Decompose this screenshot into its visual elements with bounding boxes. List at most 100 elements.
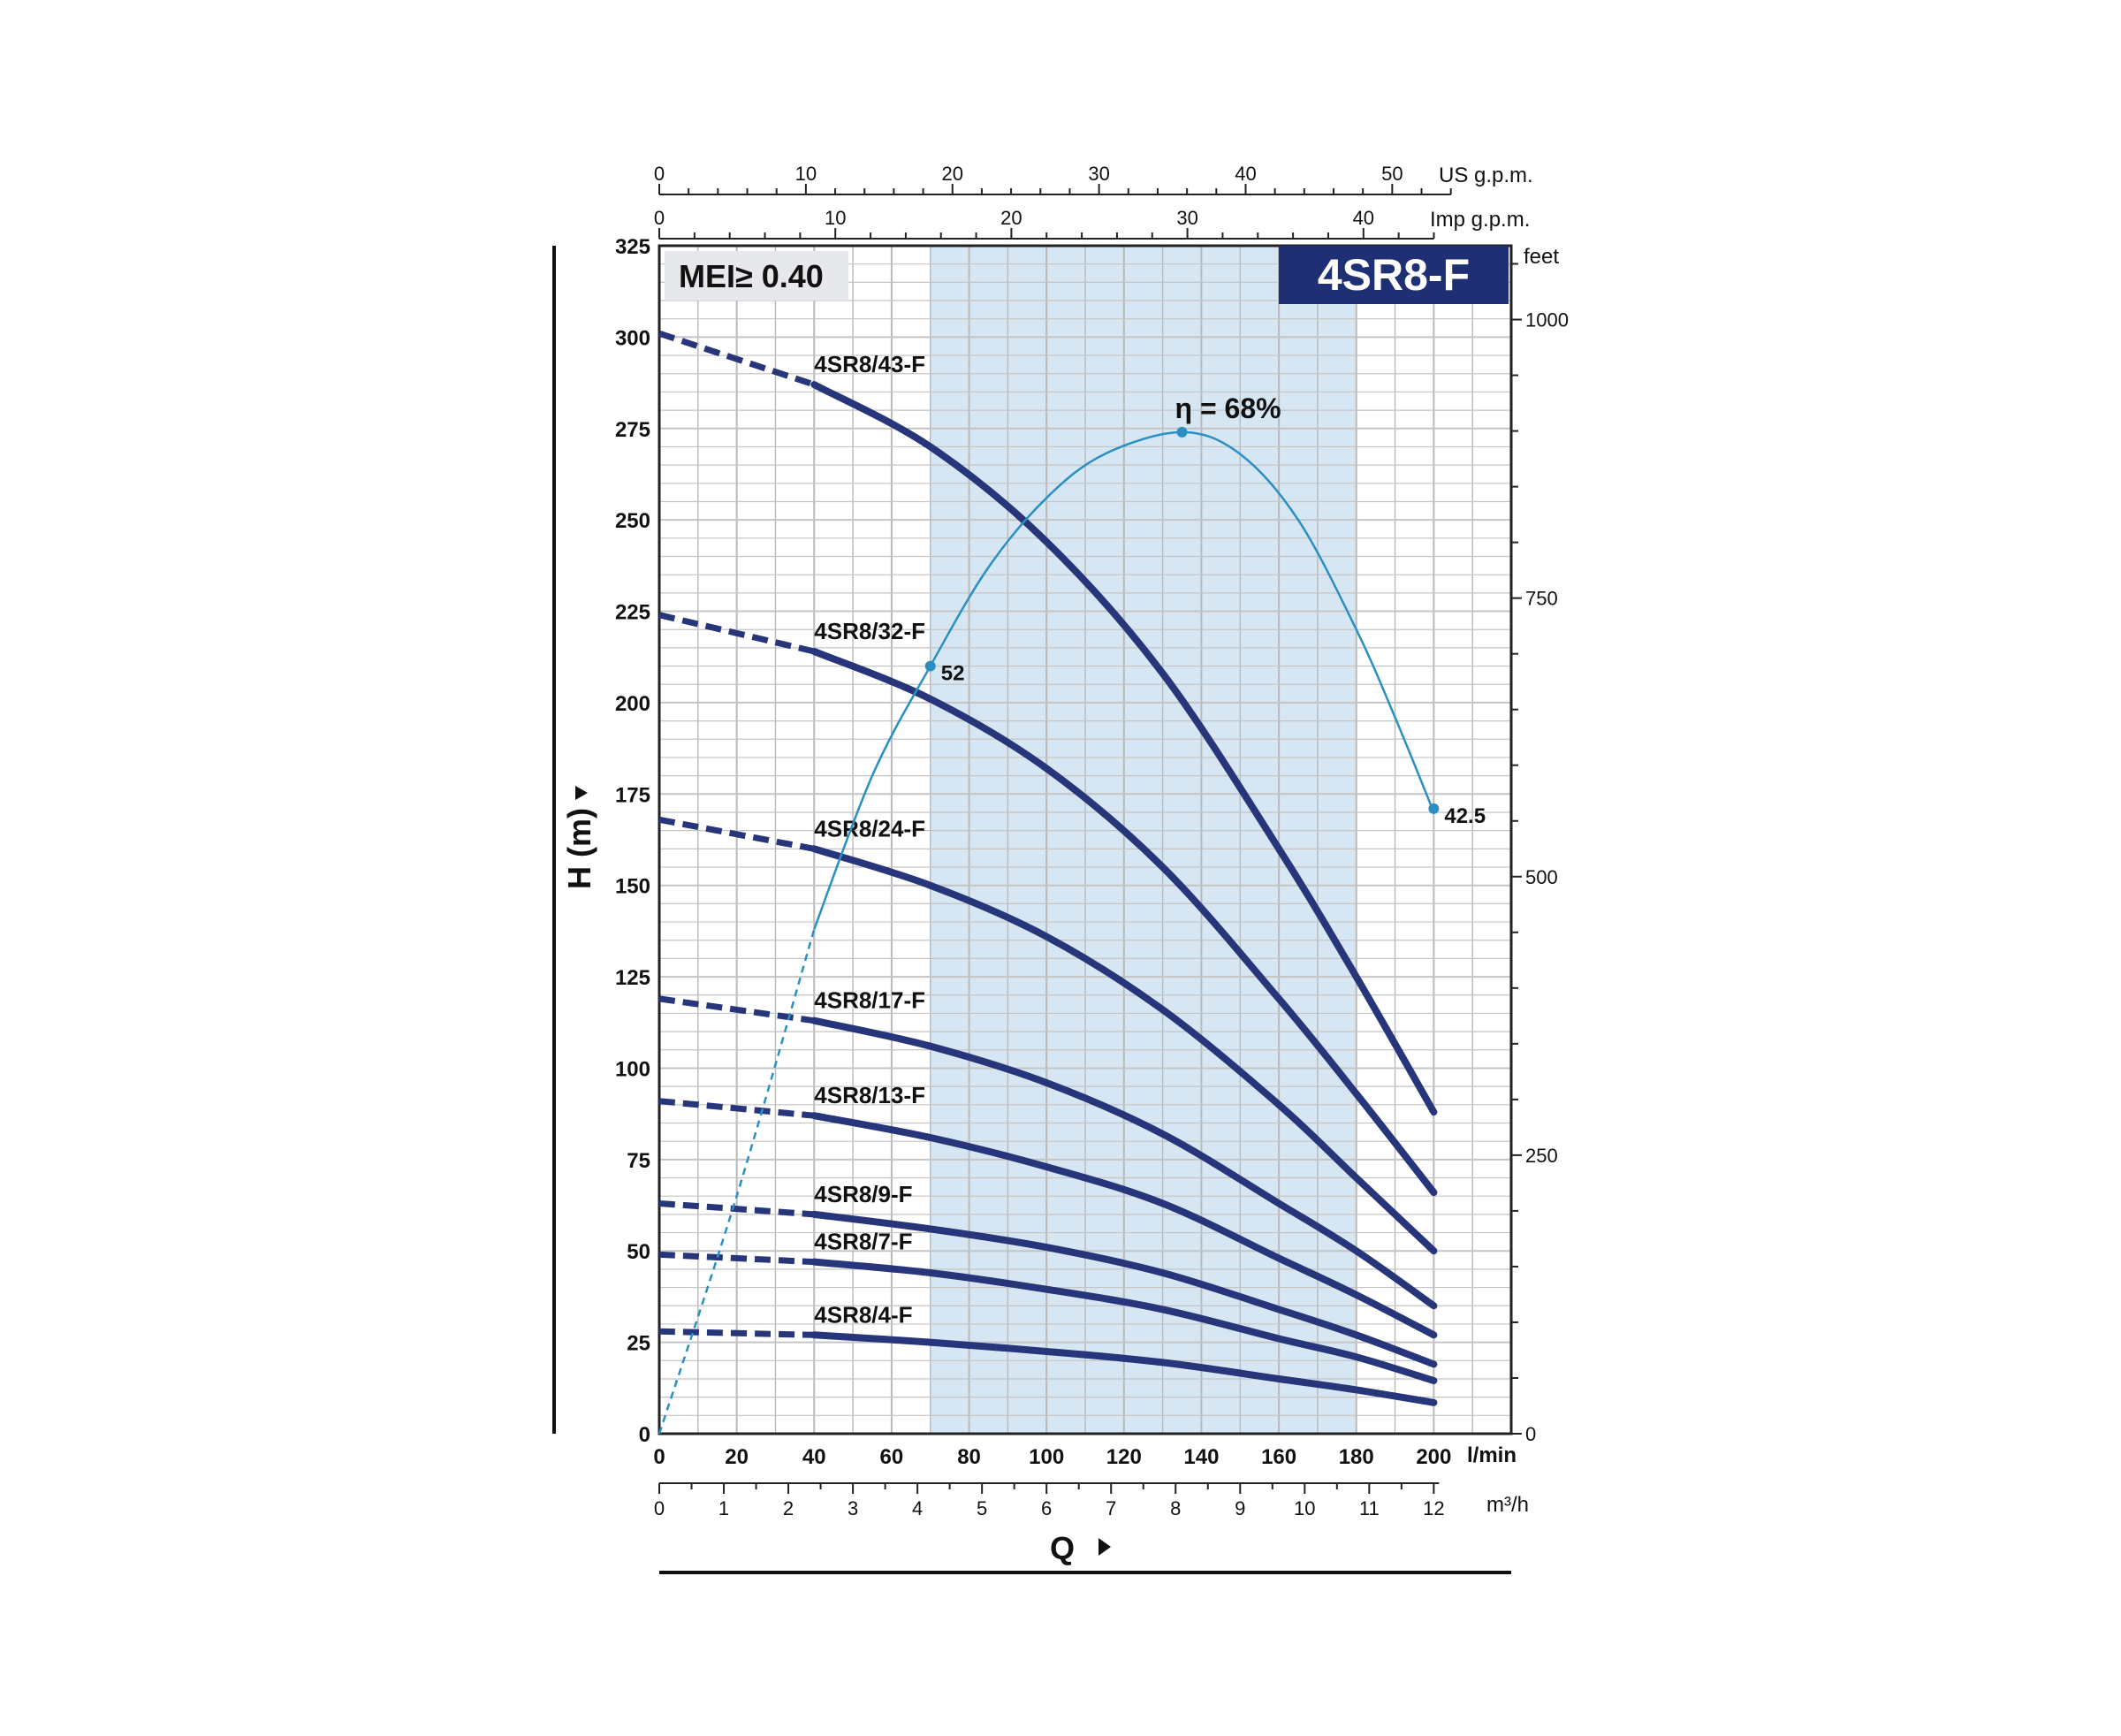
x-tick-label: 200 [1416,1445,1451,1469]
x-tick-label: 40 [802,1445,826,1469]
m3h-tick-label: 12 [1423,1497,1444,1519]
efficiency-point-2 [1428,803,1440,814]
efficiency-line-dashed [658,928,816,1435]
y-tick-label: 300 [615,326,650,350]
pump-curves: 4SR8/43-F 4SR8/32-F 4SR8/24-F 4SR8/17-F 4SR8… [658,330,1438,1406]
chart-title-box [1279,246,1509,304]
y-tick-label: 225 [615,601,650,625]
efficiency-point-0 [924,660,936,672]
series-line-dashed-4 [658,1098,815,1119]
imp-gpm-tick-label: 40 [1353,207,1374,229]
feet-unit-label: feet [1524,245,1559,269]
y-tick-label: 175 [615,783,650,807]
y-tick-label: 200 [615,692,650,716]
imp-gpm-tick-label: 30 [1176,207,1197,229]
efficiency-point-label-2: 42.5 [1444,804,1486,828]
top-us-gpm-axis: 0 10 20 30 40 50 [654,163,1452,195]
series-label-7: 4SR8/4-F [814,1301,912,1328]
bottom-m3h-axis: 0 1 2 3 4 5 6 7 8 9 10 11 12 [654,1482,1445,1519]
feet-tick-label: 0 [1525,1423,1536,1445]
m3h-tick-label: 10 [1294,1497,1315,1519]
feet-tick-label: 750 [1525,588,1558,610]
series-label-6: 4SR8/7-F [814,1229,912,1255]
us-gpm-tick-label: 50 [1381,163,1403,185]
feet-tick-label: 1000 [1525,309,1569,331]
y-tick-label: 125 [615,966,650,990]
series-label-1: 4SR8/32-F [814,618,925,644]
us-gpm-unit-label: US g.p.m. [1439,164,1533,187]
y-tick-label: 50 [627,1240,650,1264]
m3h-tick-label: 4 [912,1497,923,1519]
series-label-2: 4SR8/24-F [814,815,925,841]
feet-tick-label: 500 [1525,866,1558,888]
mei-badge: MEI≥ 0.40 [679,258,824,294]
imp-gpm-unit-label: Imp g.p.m. [1430,208,1530,232]
y-tick-label: 75 [627,1149,650,1173]
m3h-tick-label: 0 [654,1497,665,1519]
y-tick-label: 325 [615,235,650,259]
series-line-0 [810,381,1438,1116]
m3h-unit-label: m³/h [1486,1493,1529,1517]
chart-title: 4SR8-F [1318,250,1470,300]
series-line-1 [810,648,1438,1197]
us-gpm-tick-label: 30 [1088,163,1109,185]
mei-badge-box [665,251,848,301]
us-gpm-tick-label: 10 [795,163,817,185]
x-tick-label: 160 [1261,1445,1296,1469]
series-line-dashed-1 [658,612,816,655]
y-axis: 0 25 50 75 100 125 150 175 200 225 250 275 300 325 [615,235,650,1447]
x-tick-label: 120 [1106,1445,1142,1469]
series-label-0: 4SR8/43-F [814,351,925,377]
efficiency-curve: 52 42.5 η = 68% [658,392,1486,1435]
y-tick-label: 0 [639,1423,650,1447]
feet-tick-label: 250 [1525,1145,1558,1167]
x-tick-label: 140 [1183,1445,1219,1469]
series-line-5 [810,1210,1438,1368]
plot-frame [658,244,1513,1435]
m3h-tick-label: 9 [1235,1497,1245,1519]
x-axis-title: Q [1050,1530,1075,1566]
x-tick-label: 100 [1029,1445,1064,1469]
y-axis-arrow-icon [575,786,588,800]
x-tick-label: 180 [1339,1445,1374,1469]
imp-gpm-tick-label: 20 [1000,207,1022,229]
x-unit-label: l/min [1467,1443,1517,1467]
series-line-dashed-7 [658,1328,815,1338]
series-label-3: 4SR8/17-F [814,987,925,1014]
series-line-7 [810,1331,1438,1406]
y-axis-title-group: H (m) [561,808,597,889]
x-tick-label: 20 [725,1445,749,1469]
top-imp-gpm-axis: 0 10 20 30 40 [654,207,1435,240]
series-line-2 [810,845,1438,1255]
series-line-dashed-3 [658,995,815,1024]
x-tick-label: 60 [880,1445,904,1469]
x-axis: 0 20 40 60 80 100 120 140 160 180 200 [653,1445,1451,1469]
series-line-3 [810,1016,1438,1310]
us-gpm-tick-label: 0 [654,163,665,185]
x-tick-label: 0 [653,1445,665,1469]
series-line-4 [810,1112,1438,1339]
m3h-tick-label: 6 [1041,1497,1052,1519]
series-label-5: 4SR8/9-F [814,1181,912,1207]
series-line-dashed-0 [658,330,816,388]
imp-gpm-tick-label: 10 [825,207,846,229]
series-line-6 [810,1258,1438,1384]
x-axis-arrow-icon [1099,1538,1111,1556]
y-tick-label: 150 [615,875,650,899]
us-gpm-tick-label: 20 [941,163,962,185]
y-tick-label: 25 [627,1332,650,1356]
m3h-tick-label: 5 [977,1497,987,1519]
efficiency-point-label-0: 52 [941,662,965,686]
m3h-tick-label: 8 [1170,1497,1181,1519]
m3h-tick-label: 2 [783,1497,794,1519]
y-tick-label: 250 [615,509,650,533]
x-tick-label: 80 [957,1445,981,1469]
series-line-dashed-2 [658,816,815,852]
m3h-tick-label: 3 [848,1497,858,1519]
efficiency-point-1 [1176,426,1188,438]
y-tick-label: 275 [615,418,650,442]
series-line-dashed-5 [658,1200,815,1218]
efficiency-line [813,430,1435,930]
m3h-tick-label: 11 [1359,1497,1380,1519]
